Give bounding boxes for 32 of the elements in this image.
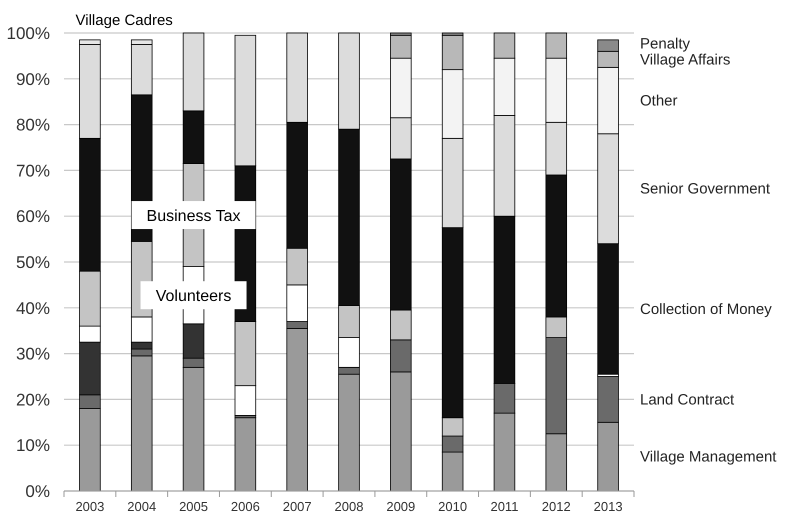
series-label: Village Affairs	[640, 51, 730, 68]
x-tick-label: 2010	[438, 499, 468, 514]
series-label: Senior Government	[640, 180, 771, 198]
series-label: Village Cadres	[76, 12, 173, 29]
series-label: Penalty	[640, 35, 691, 52]
x-tick-label: 2013	[594, 499, 623, 514]
series-label: Other	[640, 92, 678, 110]
y-tick-label: 50%	[16, 253, 50, 272]
y-tick-label: 90%	[16, 70, 50, 89]
x-tick-label: 2006	[230, 499, 260, 514]
y-tick-label: 70%	[16, 161, 50, 180]
x-tick-label: 2009	[386, 499, 416, 514]
x-tick-label: 2008	[334, 499, 364, 514]
x-tick-label: 2012	[542, 499, 571, 514]
x-tick-label: 2004	[127, 499, 156, 514]
x-tick-label: 2007	[282, 499, 312, 514]
y-tick-label: 10%	[16, 436, 50, 456]
series-label: Volunteers	[156, 288, 232, 306]
y-tick-label: 100%	[6, 24, 50, 43]
series-label: Village Management	[640, 448, 778, 466]
x-tick-label: 2011	[490, 499, 518, 514]
series-label: Business Tax	[146, 208, 241, 226]
y-tick-label: 60%	[16, 207, 50, 226]
y-tick-label: 30%	[16, 344, 50, 364]
x-tick-label: 2005	[179, 499, 208, 514]
y-tick-label: 20%	[16, 390, 50, 410]
x-tick-label: 2003	[75, 499, 104, 514]
y-tick-label: 0%	[25, 482, 50, 501]
y-tick-label: 80%	[16, 116, 50, 135]
y-tick-label: 40%	[16, 298, 50, 318]
series-label: Land Contract	[640, 391, 736, 408]
series-label: Collection of Money	[640, 300, 772, 318]
